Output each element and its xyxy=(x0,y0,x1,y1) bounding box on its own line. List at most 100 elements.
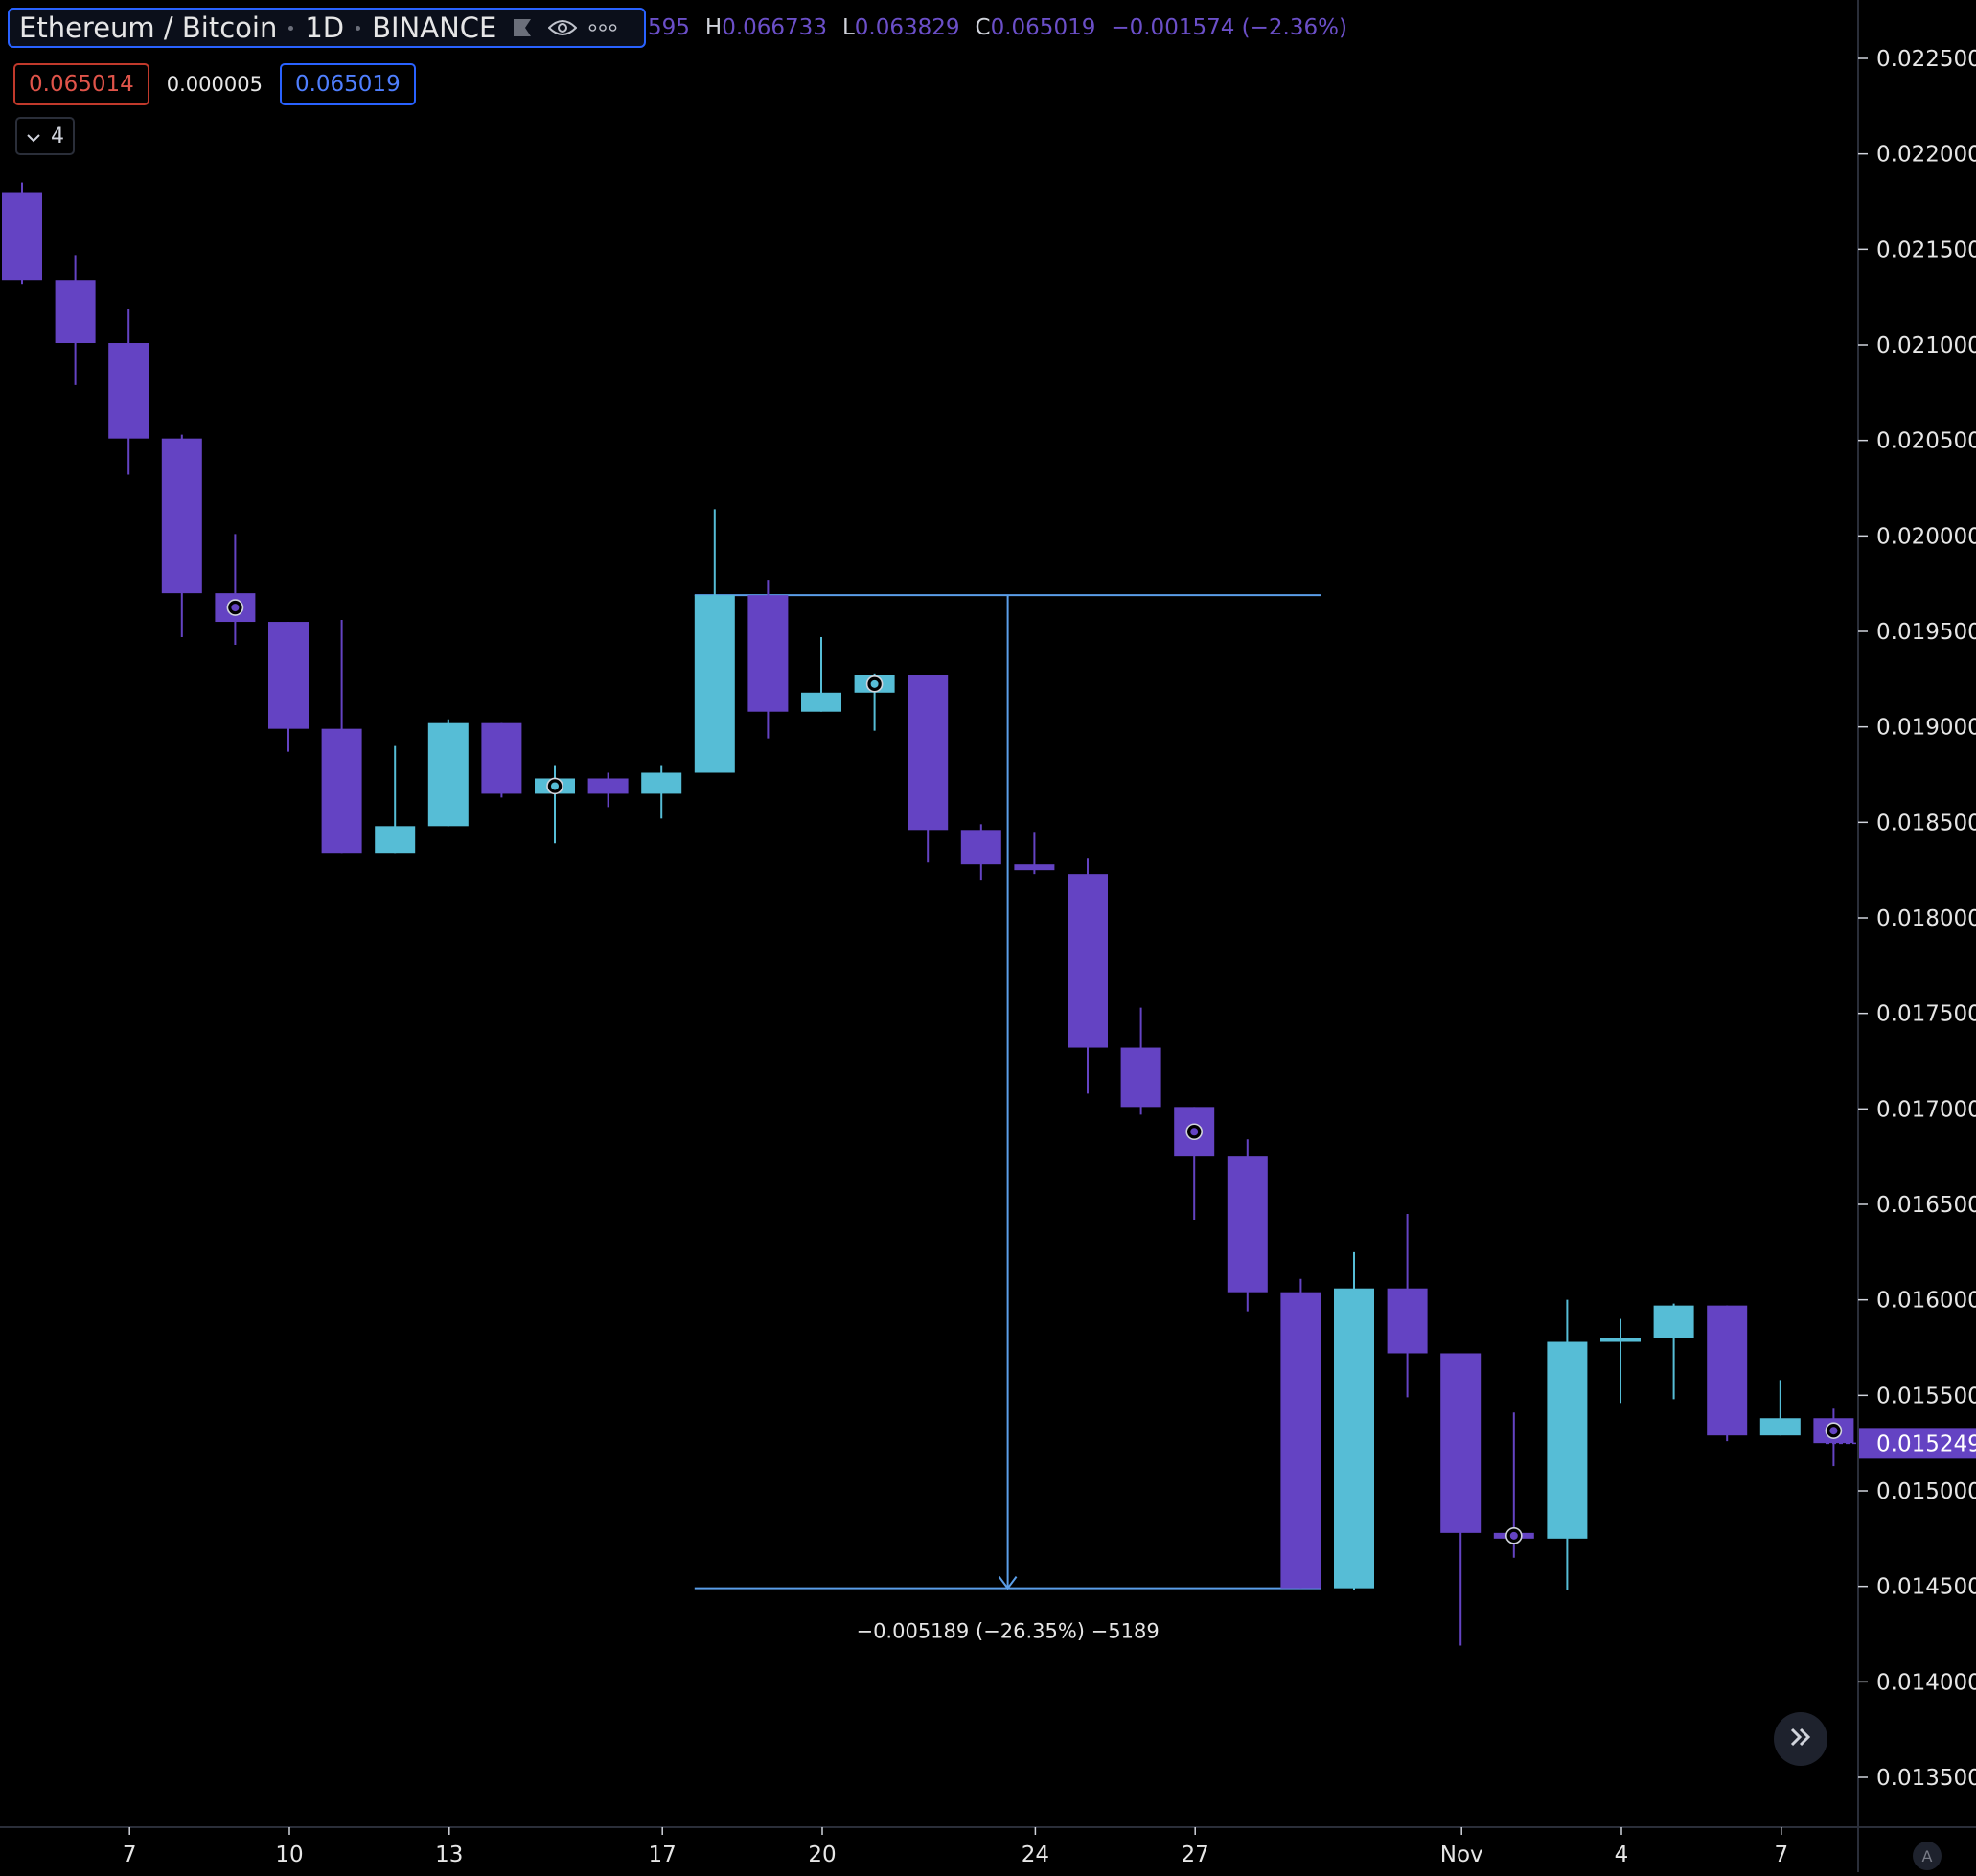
candle-body xyxy=(801,692,841,712)
separator-dot xyxy=(356,25,361,31)
candle-body xyxy=(1600,1338,1641,1342)
low-label: L xyxy=(841,15,855,40)
double-chevron-right-icon xyxy=(1788,1724,1813,1755)
time-tick-label: Nov xyxy=(1440,1842,1483,1867)
price-tick-label: 0.014000 xyxy=(1876,1670,1976,1695)
candle-body xyxy=(1280,1292,1321,1589)
spread-value: 0.000005 xyxy=(166,73,263,96)
event-marker-dot xyxy=(551,782,559,790)
candle-body xyxy=(694,595,735,773)
price-tick-label: 0.019000 xyxy=(1876,716,1976,741)
candle-body xyxy=(1387,1288,1428,1354)
ohlc-values: 595 H0.066733 L0.063829 C0.065019 −0.001574 … xyxy=(648,15,1363,40)
candle-body xyxy=(375,826,416,854)
last-price-badge xyxy=(1859,1428,1976,1459)
price-tick-label: 0.017000 xyxy=(1876,1097,1976,1122)
chevron-down-icon xyxy=(26,125,41,149)
measure-arrow-icon xyxy=(998,1576,1018,1590)
candle-body xyxy=(481,722,522,794)
indicators-toggle-button[interactable]: 4 xyxy=(15,117,75,155)
measurement-tool[interactable]: −0.005189 (−26.35%) −5189 xyxy=(694,594,1321,1643)
candle-body xyxy=(2,192,42,281)
measure-label: −0.005189 (−26.35%) −5189 xyxy=(856,1620,1159,1643)
time-tick-label: 7 xyxy=(123,1842,137,1867)
time-tick-label: 4 xyxy=(1615,1842,1629,1867)
close-value: 0.065019 xyxy=(990,15,1096,40)
price-tick-label: 0.020500 xyxy=(1876,429,1976,454)
price-tick-label: 0.017500 xyxy=(1876,1002,1976,1027)
separator-dot xyxy=(288,25,294,31)
time-tick-label: 24 xyxy=(1022,1842,1049,1867)
last-price-marker: 0.015249 xyxy=(1826,1428,1976,1459)
more-icon[interactable] xyxy=(588,15,617,40)
price-tick-label: 0.022000 xyxy=(1876,143,1976,168)
auto-scale-icon: A xyxy=(1921,1846,1933,1865)
flag-icon[interactable] xyxy=(508,15,537,40)
candle-body xyxy=(641,772,682,794)
candle-body xyxy=(1120,1047,1161,1108)
price-tick-label: 0.022500 xyxy=(1876,47,1976,72)
time-tick-label: 20 xyxy=(808,1842,836,1867)
high-value: 0.066733 xyxy=(722,15,827,40)
open-value-partial: 595 xyxy=(648,15,690,40)
interval-label[interactable]: 1D xyxy=(305,11,345,44)
price-tick-label: 0.018500 xyxy=(1876,811,1976,835)
candle-body xyxy=(1653,1305,1694,1338)
price-tick-label: 0.021500 xyxy=(1876,238,1976,263)
candle-body xyxy=(960,830,1001,865)
candle-body xyxy=(321,728,362,854)
symbol-name[interactable]: Ethereum / Bitcoin xyxy=(19,11,278,44)
price-tick-label: 0.015000 xyxy=(1876,1479,1976,1504)
candle-body xyxy=(1707,1305,1748,1436)
low-value: 0.063829 xyxy=(854,15,960,40)
exchange-label: BINANCE xyxy=(372,11,497,44)
time-tick-label: 10 xyxy=(275,1842,303,1867)
time-tick-label: 27 xyxy=(1182,1842,1209,1867)
candle-body xyxy=(1068,874,1108,1048)
candles xyxy=(2,182,1854,1646)
trade-prices: 0.065014 0.000005 0.065019 xyxy=(13,63,416,105)
price-tick-label: 0.014500 xyxy=(1876,1575,1976,1600)
auto-scale-button[interactable]: A xyxy=(1913,1842,1942,1870)
price-tick-label: 0.016000 xyxy=(1876,1289,1976,1314)
time-axis[interactable]: 7 10 13 17 20 24 27 Nov 4 7 xyxy=(123,1827,1788,1867)
sell-price-button[interactable]: 0.065014 xyxy=(13,63,149,105)
event-marker-dot xyxy=(1509,1531,1518,1540)
price-tick-label: 0.015500 xyxy=(1876,1384,1976,1408)
candle-body xyxy=(108,343,149,439)
candle-body xyxy=(268,622,309,729)
buy-price-button[interactable]: 0.065019 xyxy=(279,63,416,105)
indicator-count: 4 xyxy=(51,124,64,149)
price-tick-label: 0.021000 xyxy=(1876,333,1976,358)
event-marker-dot xyxy=(1829,1427,1838,1435)
symbol-legend[interactable]: Ethereum / Bitcoin 1D BINANCE xyxy=(8,8,646,48)
scroll-to-realtime-button[interactable] xyxy=(1774,1712,1827,1766)
price-tick-label: 0.019500 xyxy=(1876,620,1976,645)
close-label: C xyxy=(975,15,991,40)
candle-body xyxy=(1759,1418,1801,1436)
candle-body xyxy=(427,722,469,827)
candle-body xyxy=(55,280,96,344)
candle-body xyxy=(747,595,789,712)
price-tick-label: 0.020000 xyxy=(1876,524,1976,549)
candle-body xyxy=(1440,1353,1482,1533)
eye-icon[interactable] xyxy=(548,15,578,40)
event-marker-dot xyxy=(231,604,240,612)
change-value: −0.001574 (−2.36%) xyxy=(1111,15,1347,40)
candle-body xyxy=(1334,1288,1374,1589)
candle-body xyxy=(1227,1156,1268,1293)
event-marker-dot xyxy=(870,679,879,688)
candle-body xyxy=(587,778,629,794)
candle-body xyxy=(1547,1341,1588,1539)
candle-body xyxy=(161,438,202,594)
price-axis[interactable]: 0.022500 0.022000 0.021500 0.021000 0.020500… xyxy=(1858,47,1976,1791)
candle-body xyxy=(1014,864,1055,871)
price-tick-label: 0.016500 xyxy=(1876,1193,1976,1218)
price-tick-label: 0.013500 xyxy=(1876,1766,1976,1791)
high-label: H xyxy=(704,15,723,40)
time-tick-label: 17 xyxy=(649,1842,677,1867)
candle-body xyxy=(908,675,949,831)
event-marker-dot xyxy=(1190,1128,1199,1136)
